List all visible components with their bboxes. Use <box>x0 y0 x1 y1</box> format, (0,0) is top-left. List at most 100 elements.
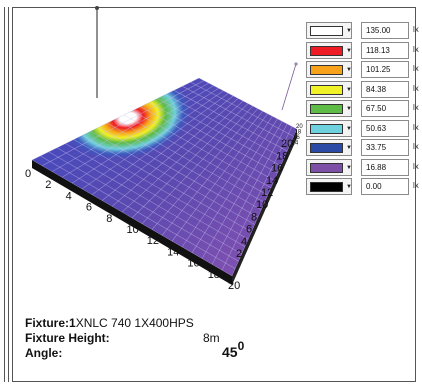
fixture-info-row: Fixture:1XNLC 740 1X400HPS <box>25 316 194 330</box>
dropdown-arrow-icon[interactable]: ▼ <box>346 106 352 112</box>
x-tick-label: 20 <box>228 280 240 292</box>
left-border <box>4 7 9 382</box>
legend-value-field[interactable]: 84.38 <box>361 80 409 98</box>
color-picker[interactable]: ▼ <box>306 100 352 117</box>
surface-grid <box>32 78 297 276</box>
x-tick-label: 0 <box>25 168 31 180</box>
color-picker[interactable]: ▼ <box>306 61 352 78</box>
fixture-name: XNLC 740 1X400HPS <box>75 316 194 330</box>
dropdown-arrow-icon[interactable]: ▼ <box>346 125 352 132</box>
grid-line <box>198 78 297 130</box>
x-tick-label: 2 <box>45 179 51 191</box>
y-tick-label-small: 16 <box>293 135 300 141</box>
angle-info-row: Angle: <box>25 346 62 360</box>
legend-unit: lx <box>413 25 419 34</box>
x-tick-label: 18 <box>208 269 220 281</box>
dropdown-arrow-icon[interactable]: ▼ <box>346 86 352 93</box>
grid-line <box>181 116 273 248</box>
color-swatch <box>310 104 343 114</box>
fixture-pole-right <box>281 63 297 111</box>
legend-value-field[interactable]: 101.25 <box>361 61 409 78</box>
y-tick-label: 20 <box>281 138 293 150</box>
grid-line <box>221 126 293 271</box>
grid-line <box>201 121 283 259</box>
grid-line <box>231 128 297 276</box>
legend-row: ▼ 50.63 lx <box>306 119 422 137</box>
color-swatch <box>310 162 343 173</box>
color-picker[interactable]: ▼ <box>306 119 352 137</box>
legend-row: ▼ 16.88 lx <box>306 158 422 176</box>
y-tick-label: 8 <box>251 211 257 223</box>
y-tick-label: 18 <box>276 150 288 162</box>
color-swatch <box>310 84 343 95</box>
color-picker[interactable]: ▼ <box>306 139 352 156</box>
fixture-head <box>95 6 99 10</box>
fixture-label: Fixture: <box>25 316 70 330</box>
angle-degree: 0 <box>237 339 245 353</box>
grid-line <box>182 85 291 144</box>
legend-unit: lx <box>413 122 419 132</box>
dropdown-arrow-icon[interactable]: ▼ <box>346 67 352 73</box>
legend-unit: lx <box>413 83 419 93</box>
legend-unit: lx <box>413 142 419 151</box>
grid-line <box>161 110 263 236</box>
color-picker[interactable]: ▼ <box>306 178 352 195</box>
x-tick-label: 10 <box>127 224 139 236</box>
color-swatch <box>310 26 343 36</box>
height-value: 8m <box>203 331 220 345</box>
color-picker[interactable]: ▼ <box>306 80 352 98</box>
legend-value-field[interactable]: 0.00 <box>361 178 409 195</box>
legend-unit: lx <box>413 64 419 73</box>
x-tick-label: 6 <box>86 202 92 214</box>
color-picker[interactable]: ▼ <box>306 22 352 39</box>
grid-line <box>132 110 272 189</box>
dropdown-arrow-icon[interactable]: ▼ <box>346 184 352 190</box>
y-tick-label: 6 <box>246 224 252 236</box>
color-picker[interactable]: ▼ <box>306 158 352 176</box>
legend-row: ▼ 33.75 lx <box>306 139 422 156</box>
x-tick-label: 14 <box>167 246 179 258</box>
dropdown-arrow-icon[interactable]: ▼ <box>346 164 352 171</box>
legend-row: ▼ 0.00 lx <box>306 178 422 195</box>
y-tick-label-small: 18 <box>295 130 302 136</box>
color-swatch <box>310 182 343 192</box>
legend-unit: lx <box>413 181 419 190</box>
x-tick-label: 12 <box>147 235 159 247</box>
legend-value-field[interactable]: 16.88 <box>361 158 409 176</box>
slab-front-face <box>32 160 232 285</box>
color-swatch <box>310 143 343 153</box>
color-swatch <box>310 45 343 56</box>
color-picker[interactable]: ▼ <box>306 41 352 59</box>
legend-value-field[interactable]: 135.00 <box>361 22 409 39</box>
color-swatch <box>310 65 343 75</box>
grid-line <box>123 114 268 196</box>
grid-line <box>165 94 285 159</box>
grid-line <box>140 106 275 181</box>
dropdown-arrow-icon[interactable]: ▼ <box>346 47 352 54</box>
legend-row: ▼ 67.50 lx <box>306 100 422 117</box>
angle-value: 45 <box>222 344 238 360</box>
color-swatch <box>310 123 343 134</box>
slab-right-face <box>232 129 297 285</box>
grid-line <box>148 102 278 174</box>
legend-value-field[interactable]: 50.63 <box>361 119 409 137</box>
y-tick-label: 2 <box>236 248 242 260</box>
legend-value-field[interactable]: 33.75 <box>361 139 409 156</box>
angle-label: Angle: <box>25 346 63 360</box>
grid-line <box>190 81 294 137</box>
x-tick-label: 4 <box>66 190 72 202</box>
grid-line <box>115 118 265 203</box>
y-tick-label: 10 <box>256 199 268 211</box>
legend-value-field[interactable]: 67.50 <box>361 100 409 117</box>
dropdown-arrow-icon[interactable]: ▼ <box>346 145 352 151</box>
legend-value-field[interactable]: 118.13 <box>361 41 409 59</box>
grid-line <box>191 118 278 253</box>
fixture-count: 1 <box>69 316 76 330</box>
legend-unit: lx <box>413 44 419 54</box>
height-label: Fixture Height: <box>25 331 110 345</box>
angle-value-wrap: 450 <box>222 339 244 360</box>
dropdown-arrow-icon[interactable]: ▼ <box>346 28 352 34</box>
